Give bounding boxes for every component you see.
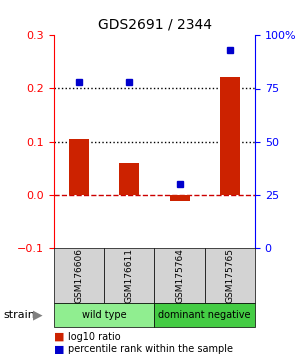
Text: wild type: wild type: [82, 310, 127, 320]
Title: GDS2691 / 2344: GDS2691 / 2344: [98, 17, 212, 32]
Text: strain: strain: [3, 310, 35, 320]
Text: log10 ratio: log10 ratio: [68, 332, 120, 342]
Text: ■: ■: [54, 332, 64, 342]
Bar: [119, 163, 140, 195]
Bar: [220, 77, 240, 195]
Text: dominant negative: dominant negative: [158, 310, 251, 320]
Text: percentile rank within the sample: percentile rank within the sample: [68, 344, 232, 354]
Text: GSM176606: GSM176606: [75, 248, 84, 303]
Text: ■: ■: [54, 344, 64, 354]
Bar: [69, 139, 89, 195]
Text: GSM175764: GSM175764: [175, 248, 184, 303]
Text: GSM176611: GSM176611: [125, 248, 134, 303]
Text: ▶: ▶: [33, 309, 42, 321]
Text: GSM175765: GSM175765: [225, 248, 234, 303]
Bar: [169, 195, 190, 201]
